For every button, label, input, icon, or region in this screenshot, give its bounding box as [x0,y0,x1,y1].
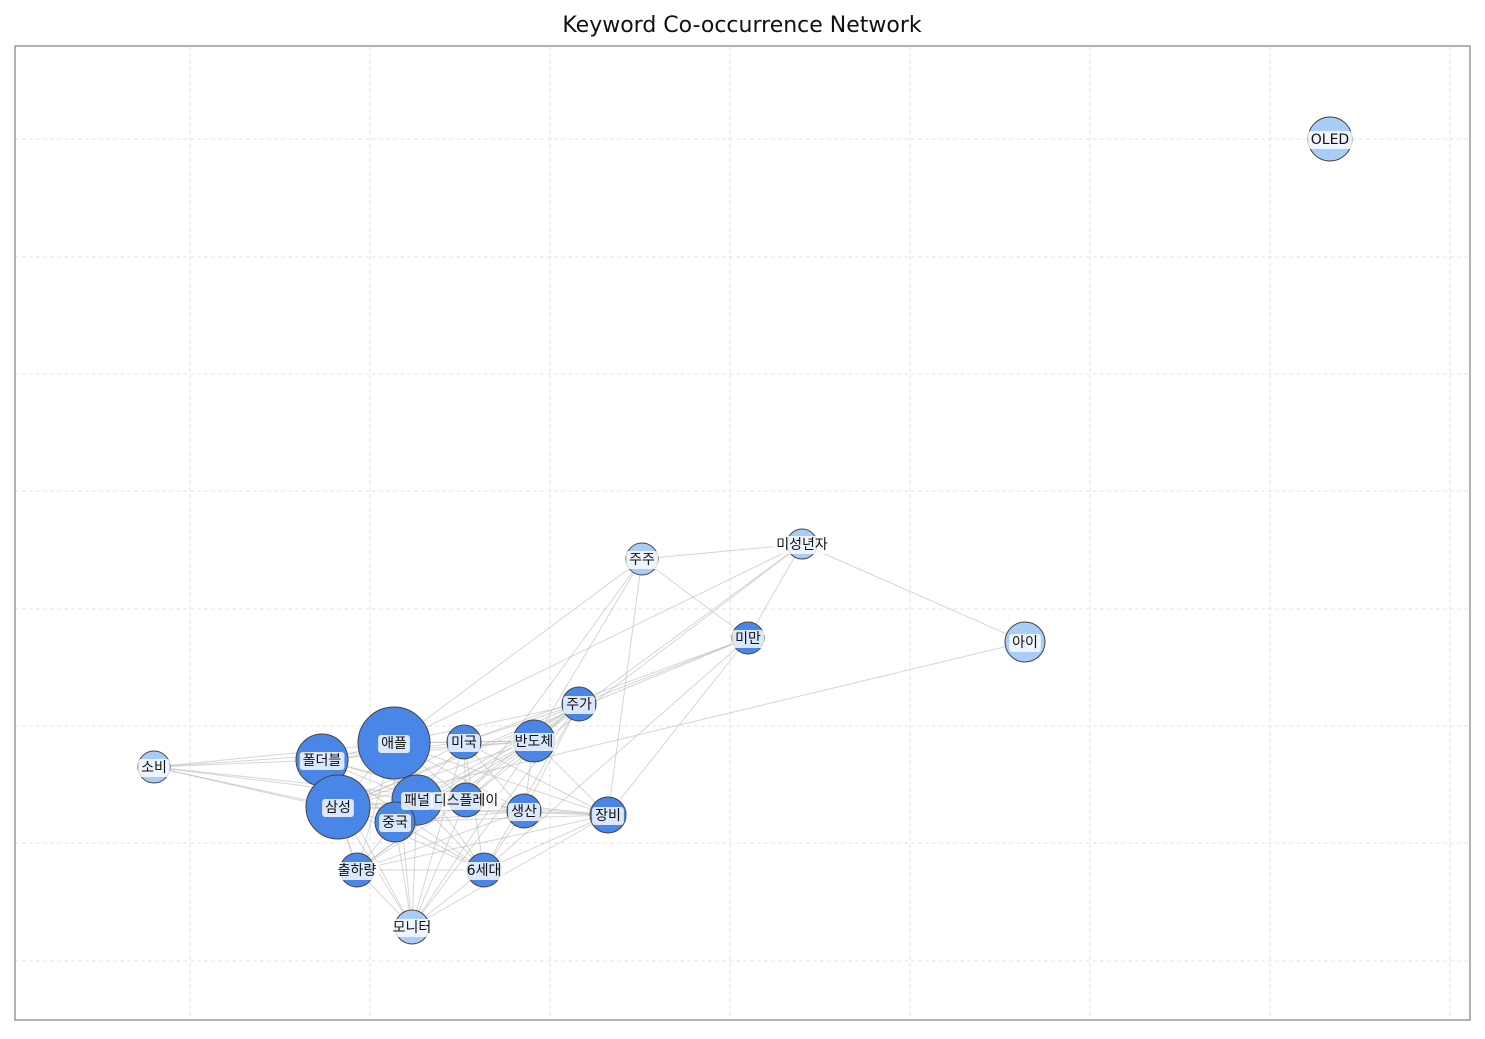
node-label: 삼성 [325,800,351,816]
label-box [299,752,345,770]
edge [483,637,749,871]
label-box [592,807,624,825]
label-box [1009,634,1041,652]
edge [356,810,525,871]
frame [14,45,1471,1021]
edge [393,742,609,816]
label-box [378,735,410,753]
edge [153,759,323,768]
label-box [448,734,480,752]
edge [607,637,749,816]
node-label: 6세대 [467,863,502,879]
label-box [732,630,764,648]
edge [393,558,643,744]
label-box [563,696,595,714]
edge [801,543,1026,643]
edge [411,740,535,928]
edge [463,637,749,743]
node-label: 출하량 [338,863,377,879]
edge [356,814,609,871]
node-label: 애플 [381,736,407,752]
node-label: 패널 [404,793,430,809]
edge [578,637,749,705]
label-box [389,919,435,937]
node-label: 모니터 [393,920,432,936]
edge [337,740,535,808]
node-label: 장비 [595,808,621,824]
label-box [379,814,411,832]
label-box [626,551,658,569]
edge [533,558,643,742]
node-label: 반도체 [515,734,554,750]
node-label: 주주 [629,552,655,568]
label-box [322,799,354,817]
label-box [773,536,831,554]
label-box [508,803,540,821]
label-box [138,759,170,777]
edge [337,641,1026,808]
chart-title: Keyword Co-occurrence Network [562,13,922,38]
edge [747,543,803,639]
edge [463,741,609,816]
node-label: 디스플레이 [434,793,498,809]
edges [153,543,1026,928]
edge [411,741,465,928]
edge [483,703,580,871]
node-label: OLED [1311,132,1349,148]
edge [153,742,395,768]
node-label: 생산 [511,804,537,820]
edge [523,703,580,812]
edge [465,543,803,801]
label-box [511,733,557,751]
node-label: 주가 [566,697,592,713]
edge [416,703,580,801]
label-box [430,792,502,810]
node-label: 미국 [451,735,477,751]
label-box [401,792,433,810]
edge [463,703,580,743]
node-label: 미성년자 [776,537,828,553]
node-label: 소비 [141,760,167,776]
node-label: 미만 [735,631,761,647]
edge [607,558,643,816]
edge [483,814,609,871]
grid [15,46,1470,1020]
node-label: 아이 [1012,635,1038,651]
label-box [463,862,505,880]
edge [393,543,803,744]
label-box [1307,131,1353,149]
edge [465,558,643,801]
label-box [334,862,380,880]
edge [641,558,749,639]
edge [411,799,467,928]
node-label: 중국 [382,815,408,831]
edge [356,799,467,871]
edge [411,814,609,928]
node-label: 폴더블 [303,753,342,769]
